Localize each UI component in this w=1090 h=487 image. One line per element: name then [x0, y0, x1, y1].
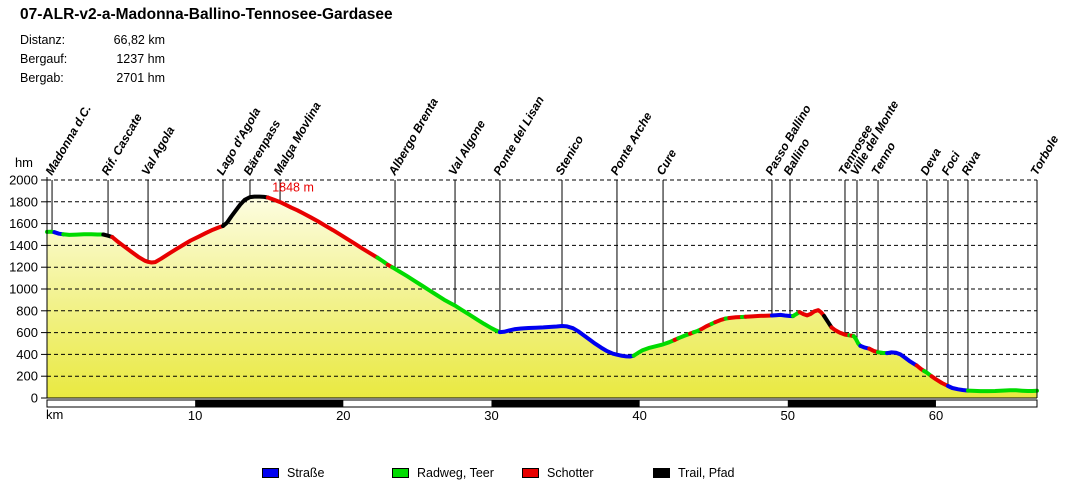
waypoint-label-20: Torbole	[1027, 132, 1061, 177]
peak-annotation: 1848 m	[272, 180, 314, 194]
stat-distance-value: 66,82 km	[113, 33, 165, 47]
scale-bar-block-1	[491, 400, 640, 407]
legend-label-strasse: Straße	[287, 466, 325, 480]
x-tick-label-30: 30	[484, 408, 498, 423]
stat-descent-label: Bergab:	[20, 71, 64, 85]
legend-item-trail: Trail, Pfad	[653, 466, 735, 480]
stat-ascent-value: 1237 hm	[116, 52, 165, 66]
stat-descent-value: 2701 hm	[116, 71, 165, 85]
y-tick-label-2000: 2000	[9, 173, 38, 188]
surface-legend: Straße Radweg, Teer Schotter Trail, Pfad	[0, 466, 1090, 486]
scale-bar-block-0	[195, 400, 344, 407]
profile-segment-schotter	[265, 195, 380, 260]
profile-segment-schotter	[829, 325, 852, 338]
legend-swatch-radweg	[392, 468, 409, 478]
waypoint-label-0: Madonna d.C.	[42, 102, 93, 177]
x-tick-label-60: 60	[929, 408, 943, 423]
waypoint-label-8: Ponte del Lisan	[490, 94, 546, 178]
y-tick-label-1800: 1800	[9, 194, 38, 209]
waypoint-label-5: Malga Movlina	[271, 99, 324, 177]
waypoint-label-10: Ponte Arche	[607, 109, 654, 177]
y-tick-label-1200: 1200	[9, 260, 38, 275]
y-tick-label-0: 0	[31, 391, 38, 406]
waypoint-label-17: Deva	[917, 145, 944, 177]
legend-item-strasse: Straße	[262, 466, 325, 480]
legend-label-trail: Trail, Pfad	[678, 466, 735, 480]
y-tick-label-200: 200	[16, 369, 38, 384]
waypoint-label-19: Riva	[958, 148, 983, 177]
profile-segment-trail	[822, 314, 834, 330]
profile-segment-radweg	[676, 331, 692, 341]
x-axis-unit-label: km	[46, 407, 63, 422]
x-tick-label-20: 20	[336, 408, 350, 423]
waypoint-label-9: Stenico	[552, 133, 586, 178]
legend-label-schotter: Schotter	[547, 466, 594, 480]
legend-item-radweg: Radweg, Teer	[392, 466, 494, 480]
waypoint-label-7: Val Algone	[445, 117, 488, 177]
y-tick-label-1600: 1600	[9, 216, 38, 231]
x-tick-label-10: 10	[188, 408, 202, 423]
stat-distance: Distanz: 66,82 km	[20, 31, 165, 50]
legend-item-schotter: Schotter	[522, 466, 594, 480]
y-tick-label-1400: 1400	[9, 238, 38, 253]
y-tick-label-400: 400	[16, 347, 38, 362]
waypoint-label-11: Cure	[653, 147, 679, 178]
legend-swatch-trail	[653, 468, 670, 478]
profile-segment-radweg	[966, 388, 1039, 394]
profile-segment-schotter	[929, 374, 950, 388]
y-axis-unit-label: hm	[15, 155, 33, 170]
profile-segment-strasse	[497, 324, 636, 359]
scale-bar-block-2	[787, 400, 936, 407]
profile-segment-radweg	[61, 232, 106, 237]
profile-segment-strasse	[946, 384, 970, 393]
waypoint-label-1: Rif. Cascate	[98, 111, 145, 178]
profile-segment-strasse	[885, 350, 919, 368]
route-stats: Distanz: 66,82 km Bergauf: 1237 hm Berga…	[20, 31, 165, 88]
y-tick-label-600: 600	[16, 325, 38, 340]
profile-segment-strasse	[769, 312, 795, 319]
waypoint-label-2: Val Agola	[138, 124, 177, 178]
y-tick-label-1000: 1000	[9, 282, 38, 297]
x-tick-label-50: 50	[781, 408, 795, 423]
legend-label-radweg: Radweg, Teer	[417, 466, 494, 480]
x-tick-label-40: 40	[632, 408, 646, 423]
profile-segment-schotter	[743, 313, 774, 319]
elevation-area	[47, 196, 1037, 398]
stat-ascent-label: Bergauf:	[20, 52, 68, 66]
profile-segment-trail	[221, 194, 270, 228]
stat-descent: Bergab: 2701 hm	[20, 69, 165, 88]
profile-segment-radweg	[390, 265, 502, 335]
y-tick-label-800: 800	[16, 303, 38, 318]
profile-segment-schotter	[797, 308, 827, 318]
profile-segment-schotter	[110, 224, 225, 265]
stat-distance-label: Distanz:	[20, 33, 66, 47]
waypoint-label-6: Albergo Brenta	[385, 95, 441, 178]
legend-swatch-schotter	[522, 468, 539, 478]
page-title: 07-ALR-v2-a-Madonna-Ballino-Tennosee-Gar…	[20, 6, 393, 23]
stat-ascent: Bergauf: 1237 hm	[20, 50, 165, 69]
legend-swatch-strasse	[262, 468, 279, 478]
profile-segment-schotter	[727, 315, 744, 320]
profile-segment-radweg	[631, 338, 677, 358]
